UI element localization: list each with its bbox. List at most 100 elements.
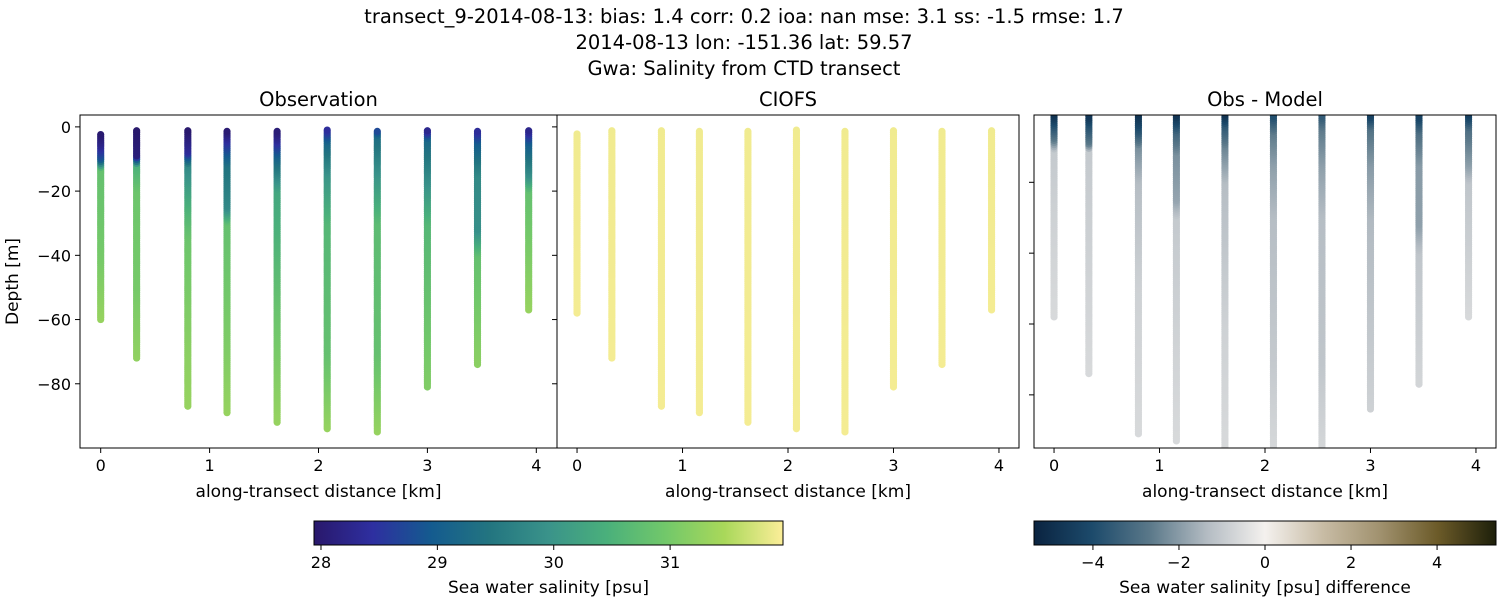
x-axis-label: along-transect distance [km] [196,482,442,502]
cast-4 [273,127,281,426]
data-point [987,127,996,135]
data-point [1318,115,1326,121]
data-point [273,127,281,135]
cast-0 [573,130,581,317]
x-axis-label: along-transect distance [km] [1142,482,1388,502]
colorbar-tick-label: 0 [1260,553,1270,572]
figure-title-line-2: 2014-08-13 lon: -151.36 lat: 59.57 [575,31,912,54]
colorbar-gradient [313,520,784,546]
data-point [1318,451,1325,458]
cast-3 [223,127,231,417]
cast-2 [184,127,192,410]
data-point [889,127,898,135]
data-point [1318,453,1325,460]
y-tick-label: −20 [37,182,71,201]
cast-6 [841,127,849,436]
panel-title: Observation [259,88,378,111]
x-tick-label: 1 [205,456,215,475]
data-point [1318,449,1325,456]
cast-1 [133,127,141,362]
colorbar-tick-label: 28 [311,553,331,572]
figure-title-line-3: Gwa: Salinity from CTD transect [588,57,901,80]
colorbar-gradient [1033,520,1497,546]
data-point [1270,453,1277,460]
cast-8 [473,127,482,369]
colorbar-label: Sea water salinity [psu] difference [1119,578,1411,598]
data-point [1269,115,1278,121]
cast-2 [1134,115,1143,438]
data-point [1050,115,1058,119]
cast-8 [1415,115,1423,388]
x-axis-label: along-transect distance [km] [665,482,911,502]
panel-1: 0 1 2 3 4 CIOFS along-transect distance [km] [552,88,1020,502]
cast-0 [97,130,105,324]
cast-5 [1269,115,1278,462]
data-point [1221,115,1229,119]
x-tick-label: 2 [313,456,323,475]
x-tick-label: 3 [888,456,898,475]
scatter-points [573,126,996,436]
data-point [1172,115,1180,120]
data-point [841,127,849,135]
data-point [744,127,752,135]
cast-9 [1464,115,1473,321]
data-point [1366,115,1375,120]
axes-frame [556,114,1020,449]
cast-7 [423,127,432,391]
colorbar-tick-label: −4 [1081,553,1105,572]
cast-9 [525,127,533,314]
panel-0: 0 1 2 3 4 0 −20 −40 −60 −80 Observation along-trans… [3,88,558,502]
x-tick-label: 1 [1154,456,1164,475]
data-point [223,127,231,135]
colorbar-tick-label: 31 [660,553,680,572]
data-point [1134,115,1143,119]
cast-1 [608,127,616,362]
data-point [1270,455,1277,462]
data-point [1464,115,1473,119]
cast-1 [1085,115,1093,378]
cast-5 [792,126,801,433]
panel-2: 0 1 2 3 4 Obs - Model along-transect distance … [1029,88,1497,502]
data-point [1415,115,1423,121]
cast-4 [744,127,752,426]
cast-3 [1172,115,1180,445]
scatter-points [97,126,533,436]
x-tick-label: 2 [783,456,793,475]
data-point [1318,455,1325,462]
cast-3 [695,127,703,417]
cast-5 [323,126,331,433]
colorbar-0: 28 29 30 31 Sea water salinity [psu] [311,520,784,598]
figure-title-line-1: transect_9-2014-08-13: bias: 1.4 corr: 0… [364,5,1124,28]
panel-title: CIOFS [759,88,817,111]
cast-7 [889,127,898,391]
x-tick-label: 3 [1365,456,1375,475]
data-point [938,127,946,135]
data-point [1221,451,1228,458]
data-point [323,126,331,134]
data-point [695,127,703,135]
x-tick-label: 3 [422,456,432,475]
y-tick-label: −40 [37,246,71,265]
cast-6 [1318,115,1326,462]
colorbar-tick-label: 29 [427,553,447,572]
data-point [608,127,616,135]
data-point [1221,449,1228,456]
y-tick-label: 0 [61,118,71,137]
data-point [1270,451,1277,458]
data-point [373,127,381,135]
x-tick-label: 0 [1049,456,1059,475]
y-axis-label: Depth [m] [3,238,23,325]
scatter-points [1050,115,1473,462]
colorbar-tick-label: 30 [544,553,564,572]
data-point [184,127,192,135]
data-point [1270,449,1277,456]
cast-4 [1221,115,1229,458]
data-point [473,127,482,135]
colorbar-tick-label: −2 [1167,553,1191,572]
x-tick-label: 0 [96,456,106,475]
y-tick-label: −80 [37,375,71,394]
data-point [573,130,581,138]
panel-title: Obs - Model [1207,88,1323,111]
cast-8 [938,127,946,369]
